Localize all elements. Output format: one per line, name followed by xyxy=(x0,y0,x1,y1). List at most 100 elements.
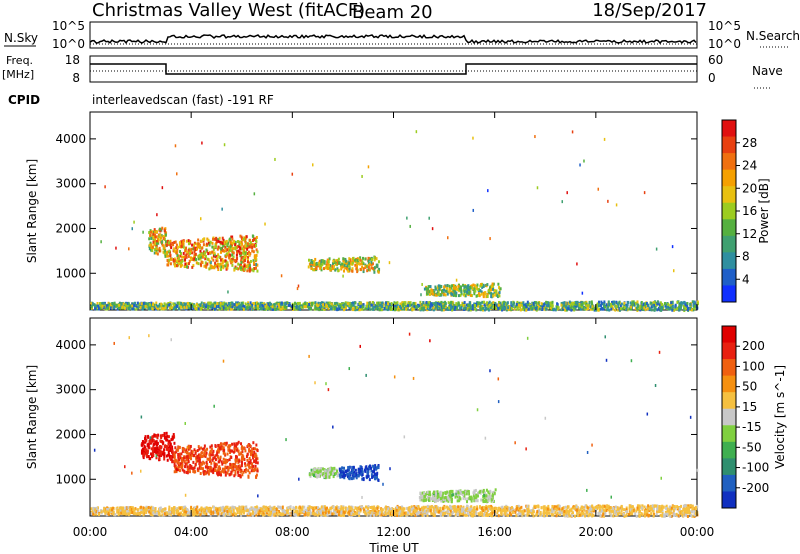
range-cell xyxy=(172,302,175,306)
range-cell xyxy=(207,238,210,242)
range-cell xyxy=(252,441,255,445)
range-cell xyxy=(249,266,252,270)
range-cell xyxy=(386,308,389,312)
range-cell xyxy=(376,303,379,307)
range-cell xyxy=(247,255,250,259)
range-cell xyxy=(142,456,145,460)
range-cell xyxy=(237,305,240,309)
range-cell xyxy=(314,267,317,271)
range-cell xyxy=(371,470,374,474)
range-cell xyxy=(220,246,223,250)
range-cell xyxy=(458,499,461,503)
range-cell xyxy=(341,264,344,268)
range-cell xyxy=(209,305,212,309)
range-cell xyxy=(670,306,673,310)
range-cell xyxy=(340,267,343,271)
range-cell xyxy=(459,306,462,310)
range-cell xyxy=(232,246,235,250)
range-cell xyxy=(475,285,478,289)
range-cell xyxy=(453,307,456,311)
range-cell xyxy=(144,448,147,452)
range-cell xyxy=(117,306,120,310)
range-cell xyxy=(164,231,167,235)
range-cell xyxy=(489,305,492,309)
range-cell xyxy=(152,303,155,307)
range-cell xyxy=(230,472,233,476)
range-cell xyxy=(186,455,189,459)
range-cell xyxy=(128,247,130,251)
range-cell xyxy=(312,268,315,272)
range-cell xyxy=(255,303,258,307)
range-cell xyxy=(316,475,319,479)
range-cell xyxy=(429,493,432,497)
range-cell xyxy=(163,229,166,233)
range-cell xyxy=(419,302,422,306)
range-cell xyxy=(249,241,252,245)
range-cell xyxy=(567,307,570,311)
range-cell xyxy=(504,306,507,310)
range-cell xyxy=(452,493,455,497)
range-cell xyxy=(279,307,282,311)
range-cell xyxy=(142,230,144,234)
range-cell xyxy=(169,239,172,243)
range-cell xyxy=(419,498,422,502)
range-cell xyxy=(248,461,251,465)
range-cell xyxy=(150,452,153,456)
range-cell xyxy=(301,304,304,308)
range-cell xyxy=(161,303,164,307)
range-cell xyxy=(464,490,467,494)
range-cell xyxy=(412,305,415,309)
range-cell xyxy=(283,305,286,309)
range-cell xyxy=(204,449,207,453)
range-cell xyxy=(252,269,255,273)
range-cell xyxy=(222,238,225,242)
range-cell xyxy=(354,263,357,267)
range-cell xyxy=(438,286,441,290)
range-cell xyxy=(600,300,603,304)
range-cell xyxy=(653,300,656,304)
range-cell xyxy=(585,302,588,306)
range-cell xyxy=(293,306,296,310)
range-cell xyxy=(336,267,339,271)
range-cell xyxy=(602,303,605,307)
range-cell xyxy=(436,302,439,306)
range-cell xyxy=(210,467,213,471)
range-cell xyxy=(465,492,468,496)
range-cell xyxy=(153,228,156,232)
range-cell xyxy=(282,306,285,310)
range-cell xyxy=(452,291,455,295)
range-cell xyxy=(361,256,364,260)
range-cell xyxy=(248,264,251,268)
range-cell xyxy=(448,306,451,310)
range-cell xyxy=(457,491,460,495)
range-cell xyxy=(467,490,470,494)
range-cell xyxy=(244,449,247,453)
freq-panel-frame xyxy=(89,55,698,83)
range-cell xyxy=(653,303,656,307)
range-cell xyxy=(427,303,430,307)
range-cell xyxy=(443,288,446,292)
range-cell xyxy=(324,469,327,473)
range-cell xyxy=(466,287,469,291)
range-cell xyxy=(381,304,384,308)
range-cell xyxy=(147,455,150,459)
range-cell xyxy=(357,474,360,478)
range-cell xyxy=(256,469,259,473)
range-cell xyxy=(681,301,684,305)
range-cell xyxy=(238,244,241,248)
range-cell xyxy=(167,450,170,454)
range-cell xyxy=(439,284,442,288)
range-cell xyxy=(179,259,182,263)
range-cell xyxy=(214,263,217,267)
range-cell xyxy=(335,260,338,264)
range-cell xyxy=(549,306,552,310)
range-cell xyxy=(194,252,197,256)
range-cell xyxy=(325,304,328,308)
range-cell xyxy=(375,301,378,305)
range-cell xyxy=(315,303,318,307)
range-cell xyxy=(166,243,169,247)
range-cell xyxy=(473,289,476,293)
range-cell xyxy=(203,448,206,452)
range-cell xyxy=(585,307,588,311)
range-cell xyxy=(355,476,358,480)
